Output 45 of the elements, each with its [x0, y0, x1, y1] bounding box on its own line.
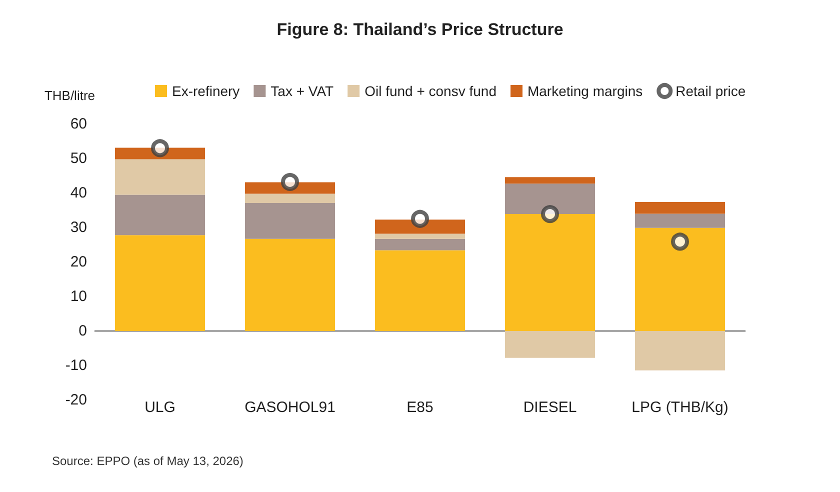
bar: [375, 234, 465, 239]
bar: [505, 331, 595, 358]
bar: [375, 250, 465, 331]
point: [411, 210, 429, 228]
x-tick-label: GASOHOL91: [244, 399, 336, 416]
point: [281, 172, 299, 191]
legend-label: Oil fund + consv fund: [364, 83, 496, 99]
bar: [115, 159, 205, 195]
bar: [505, 184, 595, 214]
x-tick-label: E85: [406, 399, 434, 416]
bar: [115, 235, 205, 331]
chart-title: Figure 8: Thailand’s Price Structure: [276, 20, 564, 39]
bar: [505, 177, 595, 184]
bar: [635, 228, 725, 331]
bar: [245, 194, 335, 204]
bar: [505, 214, 595, 331]
point: [671, 232, 689, 251]
y-tick-label: 30: [70, 219, 87, 236]
legend-label: Ex-refinery: [172, 83, 240, 99]
source-note: Source: EPPO (as of May 13, 2026): [52, 454, 244, 468]
bar: [115, 194, 205, 236]
bar: [635, 202, 725, 214]
y-tick-label: 40: [70, 184, 87, 202]
bar: [245, 203, 335, 239]
y-tick-label: -10: [65, 357, 87, 374]
legend-label: Marketing margins: [527, 83, 643, 99]
x-tick-label: DIESEL: [523, 399, 577, 416]
x-tick-label: LPG (THB/Kg): [632, 399, 728, 416]
y-axis-title: THB/litre: [44, 88, 95, 103]
y-tick-label: -20: [65, 392, 87, 408]
y-tick-label: 60: [70, 116, 87, 132]
bar: [635, 331, 725, 370]
legend-label: Tax + VAT: [270, 83, 334, 99]
x-tick-label: ULG: [144, 399, 176, 416]
point: [541, 205, 559, 224]
bar: [375, 220, 465, 234]
y-tick-label: 20: [70, 254, 87, 270]
bar: [375, 238, 465, 250]
y-tick-label: 0: [78, 322, 87, 340]
legend-label: Retail price: [676, 83, 746, 99]
bar: [245, 238, 335, 331]
bar: [635, 214, 725, 228]
y-tick-label: 50: [70, 150, 87, 167]
point: [151, 139, 169, 158]
y-tick-label: 10: [70, 288, 87, 305]
